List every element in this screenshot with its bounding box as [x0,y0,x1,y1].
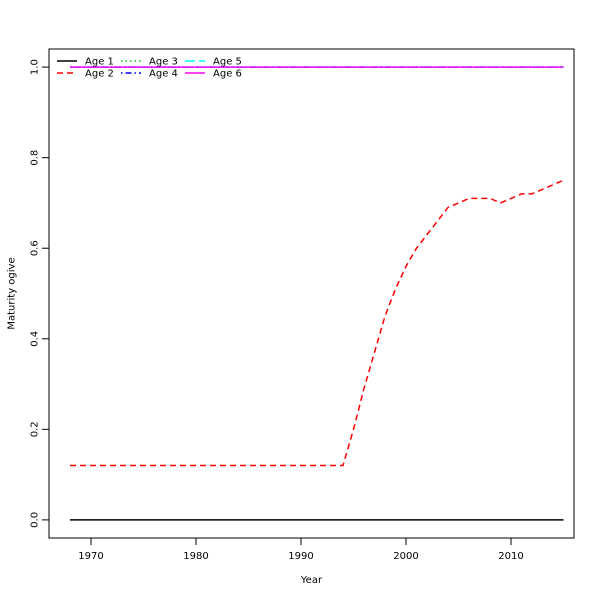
plot-frame [48,48,575,539]
x-tick-label: 2000 [393,551,418,562]
y-axis-label: Maturity ogive [7,257,18,329]
x-tick-label: 1970 [78,551,103,562]
legend-label: Age 4 [149,69,178,80]
series-line-age-2 [70,179,564,467]
y-axis: 0.0 0.2 0.4 0.6 0.8 1.0 [30,59,49,528]
y-tick-label: 0.0 [30,512,41,528]
legend-label: Age 5 [213,57,242,68]
y-tick-label: 0.2 [30,421,41,437]
y-tick-label: 0.8 [30,150,41,166]
y-tick-label: 1.0 [30,59,41,75]
x-axis: 1970 1980 1990 2000 2010 [78,538,524,562]
x-tick-label: 1990 [288,551,313,562]
legend-label: Age 6 [213,69,242,80]
x-tick-label: 1980 [183,551,208,562]
y-tick-label: 0.6 [30,240,41,256]
series-layer [70,66,564,521]
legend-label: Age 1 [85,57,114,68]
legend-label: Age 3 [149,57,178,68]
y-tick-label: 0.4 [30,331,41,347]
x-axis-label: Year [300,575,323,586]
x-tick-label: 2010 [498,551,523,562]
legend-label: Age 2 [85,69,114,80]
